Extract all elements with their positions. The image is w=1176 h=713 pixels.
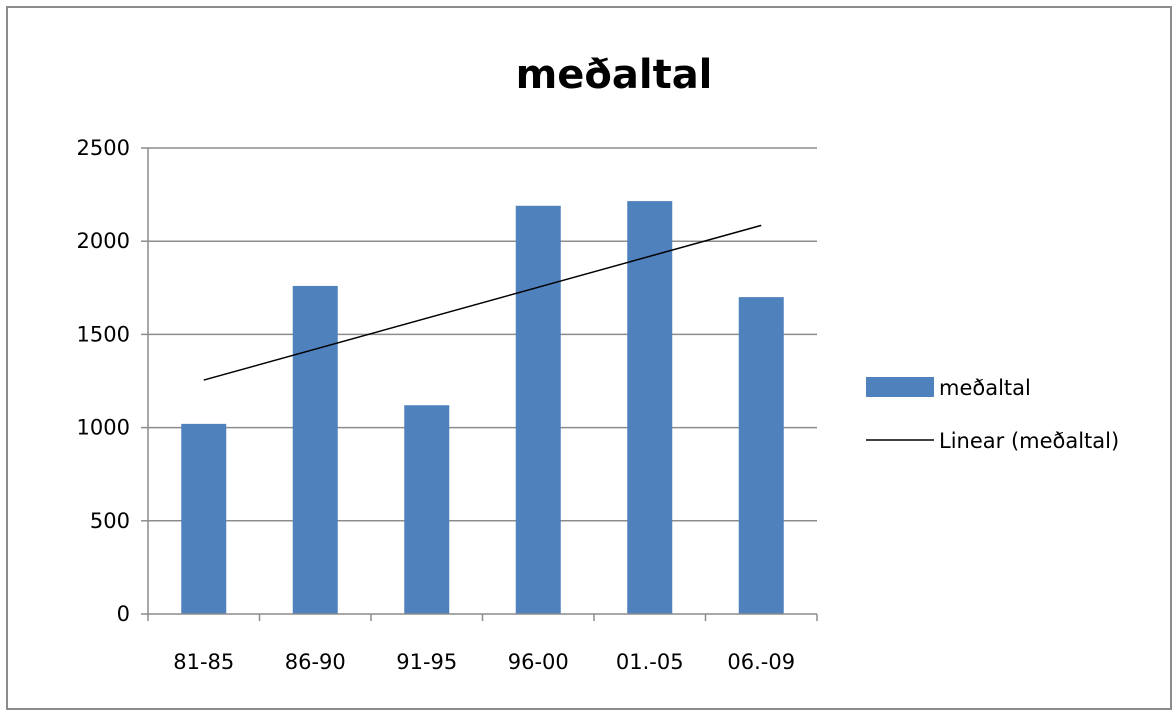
y-tick-label: 2500 [77, 136, 130, 160]
y-tick-labels: 0 500 1000 1500 2000 2500 [77, 136, 130, 626]
legend-label-series: meðaltal [939, 376, 1031, 400]
x-tick-label: 01.-05 [616, 650, 684, 674]
axes [141, 147, 818, 621]
y-tick-label: 1500 [77, 322, 130, 346]
legend-swatch-bar [866, 377, 934, 397]
chart-svg: meðaltal 0 500 1000 1500 2000 2500 81-85 86-90… [77, 52, 1120, 674]
x-tick-label: 91-95 [396, 650, 457, 674]
x-tick-label: 96-00 [508, 650, 569, 674]
y-tick-label: 0 [117, 602, 130, 626]
x-tick-label: 86-90 [285, 650, 346, 674]
x-tick-labels: 81-85 86-90 91-95 96-00 01.-05 06.-09 [173, 650, 795, 674]
bar [738, 297, 784, 614]
bar [292, 285, 338, 614]
y-tick-label: 2000 [77, 229, 130, 253]
y-tick-label: 1000 [77, 416, 130, 440]
legend-label-trendline: Linear (meðaltal) [939, 429, 1119, 453]
y-tick-label: 500 [90, 509, 130, 533]
chart-title: meðaltal [516, 52, 713, 98]
bar [627, 201, 673, 614]
gridlines [148, 147, 817, 522]
x-tick-label: 81-85 [173, 650, 234, 674]
legend: meðaltal Linear (meðaltal) [866, 376, 1119, 453]
x-tick-label: 06.-09 [727, 650, 795, 674]
bars [181, 201, 784, 614]
bar [515, 205, 561, 614]
bar [181, 423, 227, 614]
trendline-group [203, 224, 762, 381]
bar [404, 405, 450, 614]
chart-frame: meðaltal 0 500 1000 1500 2000 2500 81-85 86-90… [6, 6, 1172, 710]
trendline [203, 224, 762, 381]
